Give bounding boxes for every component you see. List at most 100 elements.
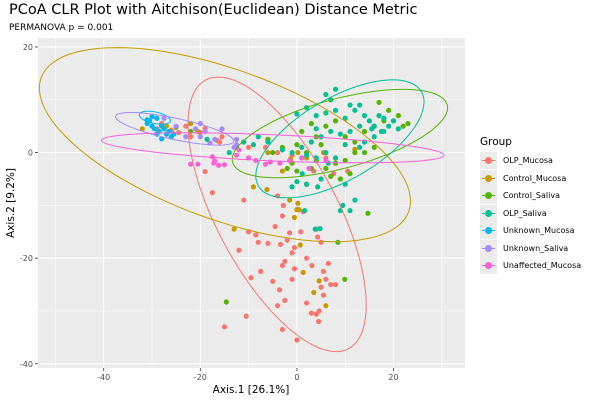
data-point xyxy=(303,255,310,261)
data-point xyxy=(265,240,271,246)
data-point xyxy=(264,186,270,193)
legend-label: Unaffected_Mucosa xyxy=(503,261,582,271)
data-point xyxy=(289,149,295,156)
data-point xyxy=(258,268,264,274)
legend-items: OLP_Mucosa Control_Mucosa Control_Saliva OL… xyxy=(480,152,581,275)
data-point xyxy=(352,197,358,203)
data-point xyxy=(236,147,242,153)
data-point xyxy=(347,208,353,214)
data-point xyxy=(316,278,322,284)
data-point xyxy=(323,123,329,129)
data-point xyxy=(233,152,240,158)
data-point xyxy=(298,229,304,235)
chart-subtitle: PERMANOVA p = 0.001 xyxy=(9,23,114,33)
data-point xyxy=(161,115,167,121)
data-point xyxy=(291,266,298,272)
data-point xyxy=(318,176,324,182)
data-point xyxy=(223,299,229,305)
data-point xyxy=(323,165,329,172)
data-point xyxy=(173,123,179,129)
data-point xyxy=(212,136,218,142)
data-point xyxy=(332,281,339,288)
data-point xyxy=(279,147,286,153)
data-point xyxy=(221,162,228,168)
data-point xyxy=(352,149,358,156)
data-point xyxy=(241,139,247,145)
data-point xyxy=(279,262,286,269)
data-point xyxy=(287,157,293,164)
data-point xyxy=(270,149,276,156)
data-point xyxy=(357,123,363,129)
data-point xyxy=(226,149,232,156)
data-point xyxy=(303,300,310,306)
data-point xyxy=(335,239,341,245)
data-point xyxy=(376,113,382,119)
data-point xyxy=(236,247,242,253)
data-point xyxy=(287,230,293,236)
legend-key-dot xyxy=(485,192,492,200)
data-point xyxy=(386,123,392,129)
data-point xyxy=(197,134,203,140)
data-point xyxy=(250,142,257,148)
data-point xyxy=(276,287,283,293)
legend-key xyxy=(480,204,497,222)
y-tick-label: -20 xyxy=(20,254,33,263)
data-point xyxy=(280,202,286,208)
data-point xyxy=(361,149,368,156)
data-point xyxy=(317,226,323,232)
data-point xyxy=(265,139,271,145)
plot-panel xyxy=(38,38,465,368)
data-point xyxy=(347,128,353,135)
legend-key-dot xyxy=(485,227,492,235)
ellipse-olp-saliva xyxy=(255,79,425,199)
data-point xyxy=(299,128,305,135)
data-point xyxy=(365,210,371,216)
data-point xyxy=(274,149,281,156)
data-point xyxy=(316,318,322,325)
legend-item: OLP_Saliva xyxy=(480,204,581,223)
legend-label: Control_Mucosa xyxy=(503,173,567,183)
data-point xyxy=(299,171,305,177)
chart-title: PCoA CLR Plot with Aitchison(Euclidean) … xyxy=(9,2,418,18)
data-point xyxy=(279,168,286,174)
data-point xyxy=(361,128,368,135)
data-point xyxy=(309,262,315,269)
data-point xyxy=(299,144,305,150)
data-point xyxy=(294,142,300,148)
data-point xyxy=(248,275,254,281)
data-point xyxy=(366,118,372,124)
data-point xyxy=(332,118,339,124)
data-point xyxy=(255,239,261,245)
data-point xyxy=(294,337,300,343)
legend-item: Unknown_Mucosa xyxy=(480,222,581,240)
legend-label: OLP_Saliva xyxy=(503,208,547,218)
data-point xyxy=(308,310,314,316)
legend-key-dot xyxy=(485,157,492,165)
data-point xyxy=(315,184,321,190)
legend-label: Control_Saliva xyxy=(503,191,560,201)
data-point xyxy=(323,91,329,98)
data-point xyxy=(274,303,281,309)
data-point xyxy=(282,258,288,264)
data-point xyxy=(209,190,215,196)
data-point xyxy=(291,245,298,251)
data-point xyxy=(299,155,305,161)
legend-title: Group xyxy=(480,136,512,148)
data-point xyxy=(277,160,283,166)
data-point xyxy=(255,134,261,140)
data-point xyxy=(308,139,314,145)
data-point xyxy=(352,107,358,113)
data-point xyxy=(233,136,240,142)
y-axis-ticks: -40 -20 0 20 xyxy=(20,43,38,369)
data-point xyxy=(291,214,298,221)
data-point xyxy=(337,131,343,137)
data-point xyxy=(342,115,348,121)
y-tick-label: 0 xyxy=(28,149,33,158)
data-point xyxy=(262,161,269,167)
legend-label: Unknown_Saliva xyxy=(503,243,569,253)
data-point xyxy=(294,179,300,185)
data-point xyxy=(289,250,295,256)
legend-key-dot xyxy=(485,209,492,217)
data-point xyxy=(219,126,225,132)
data-point xyxy=(357,144,363,150)
